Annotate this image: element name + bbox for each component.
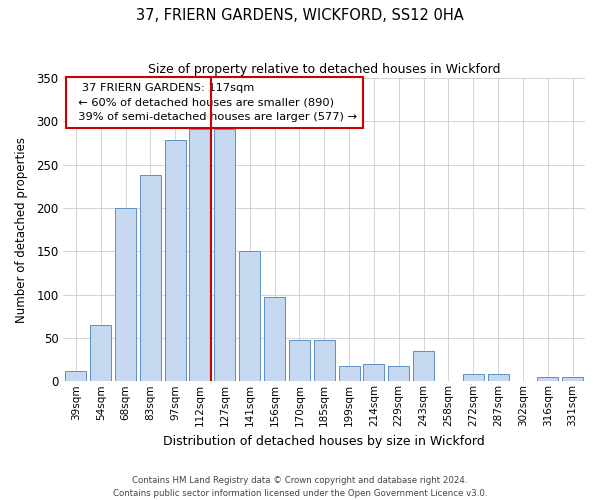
Bar [239, 252, 260, 382]
X-axis label: Distribution of detached houses by size in Wickford: Distribution of detached houses by size … [163, 434, 485, 448]
Bar [264, 297, 285, 382]
Text: 37, FRIERN GARDENS, WICKFORD, SS12 0HA: 37, FRIERN GARDENS, WICKFORD, SS12 0HA [136, 8, 464, 22]
Bar [488, 374, 509, 382]
Bar [90, 325, 111, 382]
Title: Size of property relative to detached houses in Wickford: Size of property relative to detached ho… [148, 62, 500, 76]
Bar [537, 377, 559, 382]
Text: Contains HM Land Registry data © Crown copyright and database right 2024.
Contai: Contains HM Land Registry data © Crown c… [113, 476, 487, 498]
Bar [214, 129, 235, 382]
Bar [115, 208, 136, 382]
Y-axis label: Number of detached properties: Number of detached properties [15, 136, 28, 322]
Bar [413, 351, 434, 382]
Bar [140, 175, 161, 382]
Bar [65, 371, 86, 382]
Bar [562, 377, 583, 382]
Bar [463, 374, 484, 382]
Bar [164, 140, 186, 382]
Bar [364, 364, 385, 382]
Bar [190, 129, 211, 382]
Bar [338, 366, 359, 382]
Bar [289, 340, 310, 382]
Bar [314, 340, 335, 382]
Bar [388, 366, 409, 382]
Text: 37 FRIERN GARDENS: 117sqm
  ← 60% of detached houses are smaller (890)
  39% of : 37 FRIERN GARDENS: 117sqm ← 60% of detac… [71, 82, 357, 122]
